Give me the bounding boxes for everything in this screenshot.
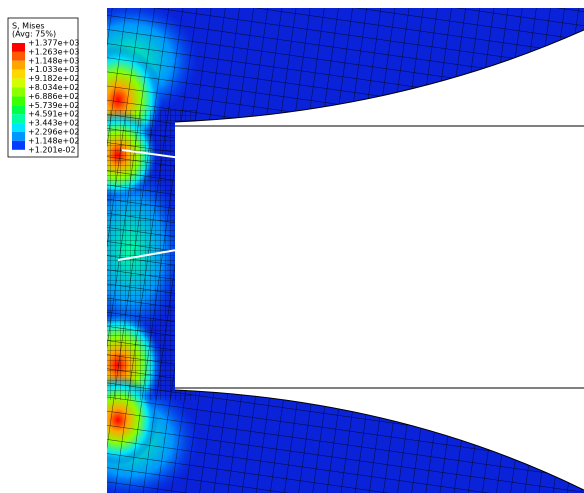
legend-swatch: [12, 132, 25, 141]
annotation: 1380 MPa: [278, 158, 361, 180]
legend-swatch: [12, 79, 25, 88]
legend-swatch: [12, 61, 25, 70]
legend-swatch: [12, 105, 25, 114]
legend-label: +1.148e+03: [28, 56, 79, 65]
legend-label: +1.377e+03: [28, 39, 79, 48]
legend-label: +3.443e+02: [28, 119, 79, 128]
page: 1380 MPa 330 MPa S, Mises (Avg: 75%) +1.…: [0, 0, 584, 493]
legend-label: +1.201e-02: [28, 145, 76, 154]
legend-swatch: [12, 114, 25, 123]
legend-swatch: [12, 96, 25, 105]
legend-label: +6.886e+02: [28, 92, 79, 101]
legend-subtitle: (Avg: 75%): [12, 30, 56, 39]
annotation: 330 MPa: [278, 222, 351, 244]
legend-label: +4.591e+02: [28, 110, 79, 119]
gap: [175, 127, 584, 128]
legend-swatch: [12, 123, 25, 132]
legend-label: +1.033e+03: [28, 65, 79, 74]
legend-swatch: [12, 52, 25, 61]
fea-view: 1380 MPa 330 MPa S, Mises (Avg: 75%) +1.…: [0, 0, 584, 493]
legend-label: +8.034e+02: [28, 83, 79, 92]
legend-swatch: [12, 141, 25, 150]
legend-label: +1.148e+02: [28, 136, 79, 145]
legend-label: +5.739e+02: [28, 101, 79, 110]
legend-label: +1.263e+03: [28, 47, 79, 56]
legend-label: +9.182e+02: [28, 74, 79, 83]
model: [60, 0, 584, 493]
legend-swatch: [12, 88, 25, 97]
legend-label: +2.296e+02: [28, 128, 79, 137]
legend: +1.377e+03+1.263e+03+1.148e+03+1.033e+03…: [12, 39, 79, 155]
legend-swatch: [12, 43, 25, 52]
legend-swatch: [12, 70, 25, 79]
